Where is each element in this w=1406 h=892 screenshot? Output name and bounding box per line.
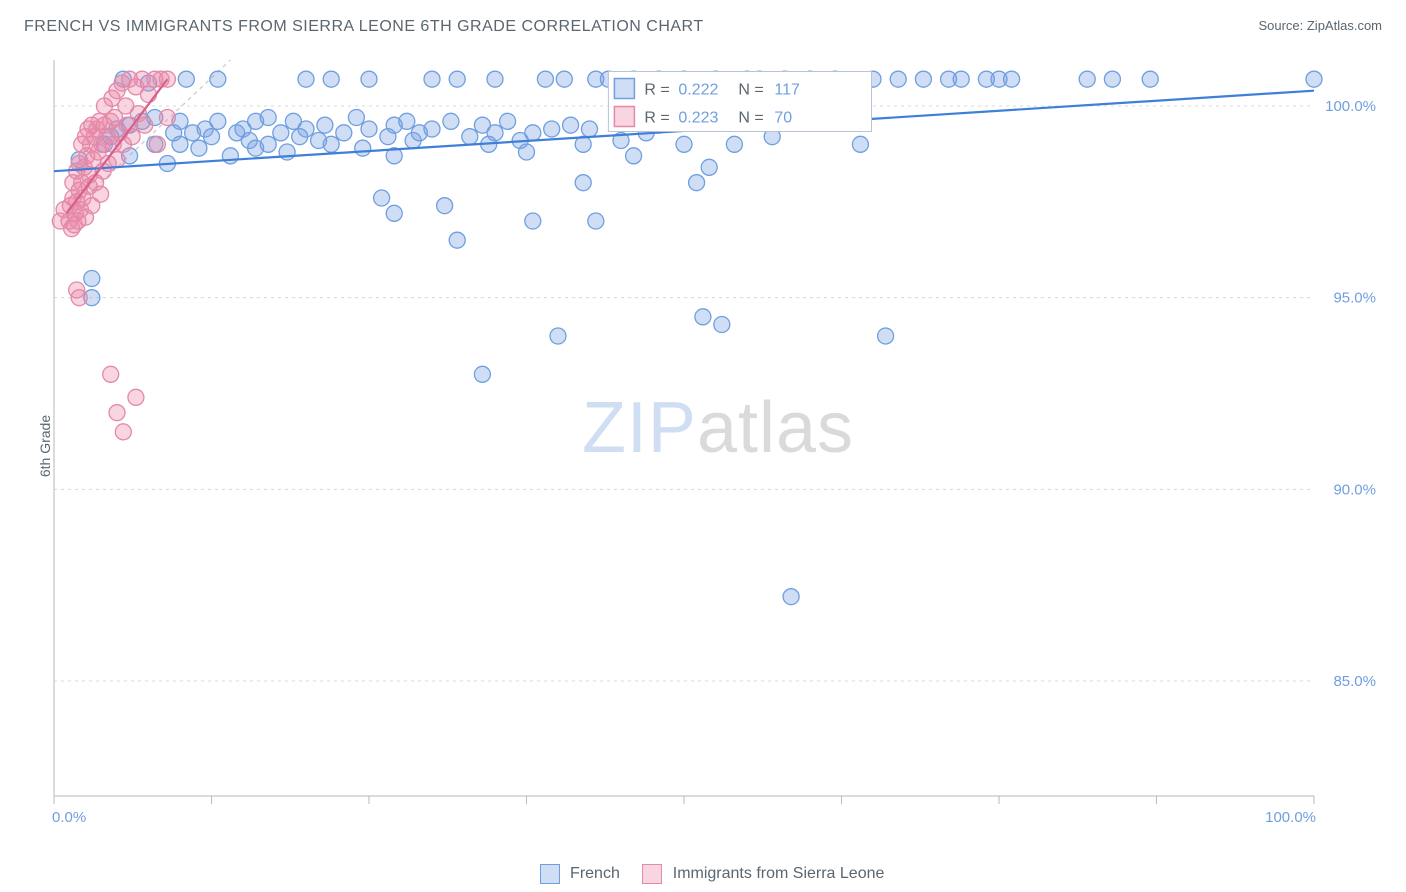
svg-text:95.0%: 95.0% <box>1333 290 1376 307</box>
legend-swatch-french <box>540 864 560 884</box>
svg-text:100.0%: 100.0% <box>1325 98 1376 115</box>
svg-text:85.0%: 85.0% <box>1333 673 1376 690</box>
svg-text:N =: N = <box>738 110 763 127</box>
legend-label-sierra-leone: Immigrants from Sierra Leone <box>673 865 885 882</box>
legend-label-french: French <box>570 865 620 882</box>
chart-title: FRENCH VS IMMIGRANTS FROM SIERRA LEONE 6… <box>24 18 704 36</box>
legend-swatch-sierra-leone <box>642 864 662 884</box>
chart-source: Source: ZipAtlas.com <box>1258 18 1382 33</box>
plot-area: 100.0% 95.0% 90.0% 85.0% 0.0% 100.0% R = 0.222 N… <box>50 56 1386 832</box>
svg-text:N =: N = <box>738 82 763 99</box>
svg-text:R =: R = <box>644 82 669 99</box>
scatter-plot: 100.0% 95.0% 90.0% 85.0% 0.0% 100.0% R = 0.222 N… <box>50 56 1386 832</box>
svg-text:0.222: 0.222 <box>678 82 718 99</box>
bottom-legend: French Immigrants from Sierra Leone <box>0 864 1406 884</box>
svg-text:R =: R = <box>644 110 669 127</box>
svg-text:70: 70 <box>774 110 792 127</box>
svg-text:100.0%: 100.0% <box>1265 809 1316 826</box>
svg-text:117: 117 <box>774 82 800 99</box>
svg-text:90.0%: 90.0% <box>1333 481 1376 498</box>
chart-header: FRENCH VS IMMIGRANTS FROM SIERRA LEONE 6… <box>0 0 1406 44</box>
svg-text:0.223: 0.223 <box>678 110 718 127</box>
svg-text:0.0%: 0.0% <box>52 809 86 826</box>
